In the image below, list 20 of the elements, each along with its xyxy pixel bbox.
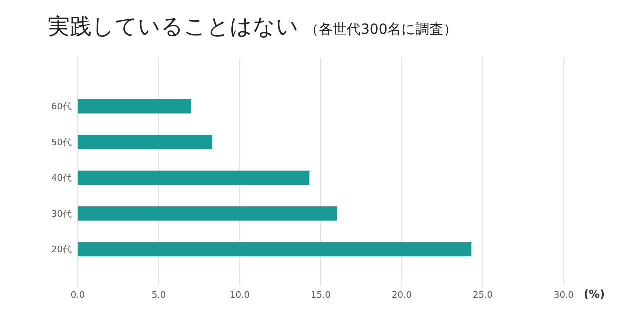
bar [78, 99, 192, 114]
y-tick-label: 20代 [52, 244, 72, 256]
x-tick-label: 10.0 [230, 291, 250, 301]
y-tick-label: 30代 [52, 208, 72, 220]
y-tick-label: 50代 [52, 137, 72, 148]
x-axis-title: (%) [584, 288, 606, 301]
bar [78, 135, 212, 150]
bar [78, 170, 310, 186]
x-tick-label: 0.0 [70, 291, 86, 301]
y-tick-label: 40代 [52, 173, 72, 184]
x-tick-label: 25.0 [472, 291, 494, 301]
bar [78, 206, 338, 221]
x-tick-label: 15.0 [310, 291, 332, 301]
chart-subtitle: （各世代300名に調査） [305, 22, 458, 38]
bar [78, 242, 472, 257]
chart-title: 実践していることはない [48, 15, 299, 40]
x-tick-label: 5.0 [152, 291, 166, 301]
y-tick-label: 60代 [52, 102, 72, 113]
x-tick-label: 20.0 [392, 291, 412, 301]
x-tick-label: 30.0 [554, 291, 574, 301]
